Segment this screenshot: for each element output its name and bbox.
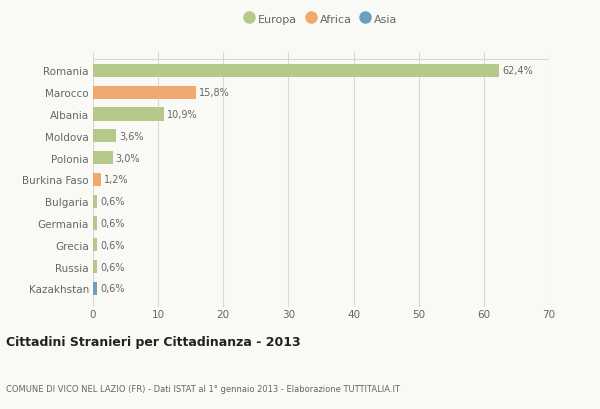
Bar <box>93 195 97 208</box>
Text: 62,4%: 62,4% <box>503 66 533 76</box>
Text: 0,6%: 0,6% <box>100 284 125 294</box>
Text: COMUNE DI VICO NEL LAZIO (FR) - Dati ISTAT al 1° gennaio 2013 - Elaborazione TUT: COMUNE DI VICO NEL LAZIO (FR) - Dati IST… <box>6 384 400 393</box>
Bar <box>93 86 196 99</box>
Legend: Europa, Africa, Asia: Europa, Africa, Asia <box>242 11 400 28</box>
Text: 10,9%: 10,9% <box>167 110 198 120</box>
Bar <box>93 239 97 252</box>
Bar <box>93 130 116 143</box>
Text: 3,0%: 3,0% <box>116 153 140 163</box>
Text: 0,6%: 0,6% <box>100 240 125 250</box>
Text: 0,6%: 0,6% <box>100 262 125 272</box>
Text: 0,6%: 0,6% <box>100 197 125 207</box>
Text: 1,2%: 1,2% <box>104 175 128 185</box>
Text: 3,6%: 3,6% <box>120 131 144 142</box>
Bar <box>93 173 101 187</box>
Text: Cittadini Stranieri per Cittadinanza - 2013: Cittadini Stranieri per Cittadinanza - 2… <box>6 336 301 348</box>
Bar <box>93 217 97 230</box>
Bar <box>93 152 113 165</box>
Bar <box>93 65 499 78</box>
Bar <box>93 261 97 274</box>
Bar <box>93 108 164 121</box>
Bar <box>93 282 97 295</box>
Text: 0,6%: 0,6% <box>100 218 125 229</box>
Text: 15,8%: 15,8% <box>199 88 230 98</box>
